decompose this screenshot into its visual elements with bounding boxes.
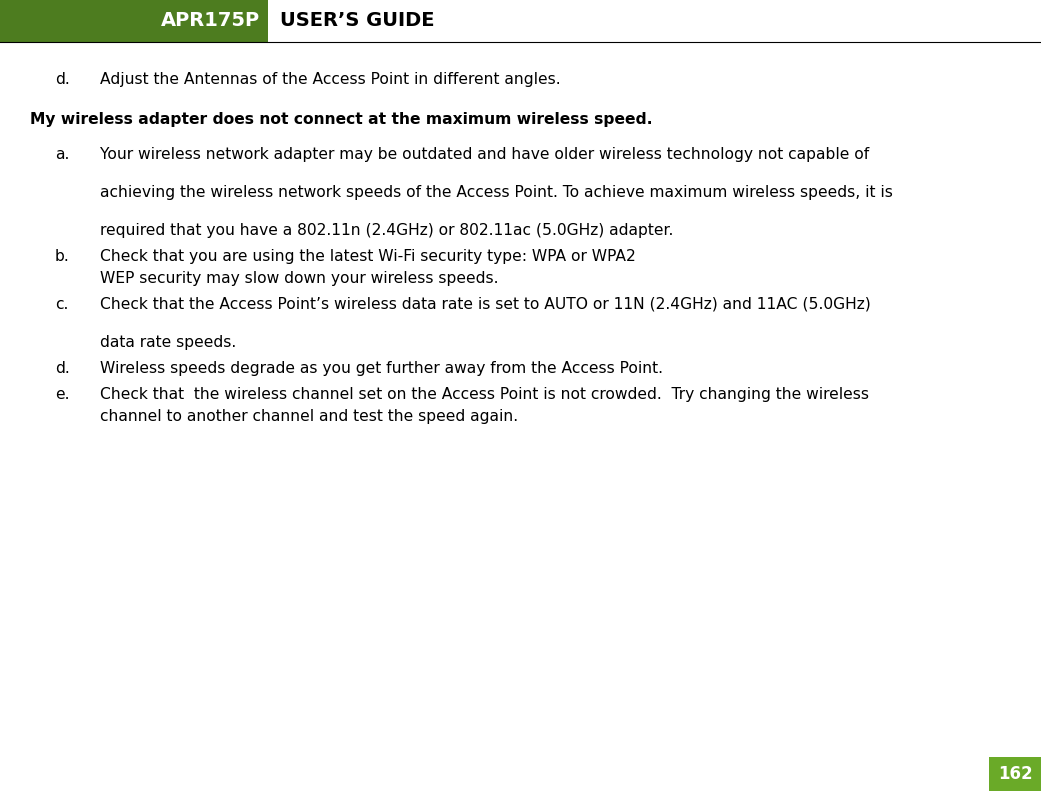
Text: required that you have a 802.11n (2.4GHz) or 802.11ac (5.0GHz) adapter.: required that you have a 802.11n (2.4GHz… xyxy=(100,223,674,238)
Text: e.: e. xyxy=(55,387,70,402)
Text: Wireless speeds degrade as you get further away from the Access Point.: Wireless speeds degrade as you get furth… xyxy=(100,361,663,376)
Text: c.: c. xyxy=(55,297,69,312)
Text: Check that the Access Point’s wireless data rate is set to AUTO or 11N (2.4GHz) : Check that the Access Point’s wireless d… xyxy=(100,297,870,312)
Text: d.: d. xyxy=(55,361,70,376)
Text: d.: d. xyxy=(55,72,70,87)
Text: APR175P: APR175P xyxy=(161,12,260,31)
Text: Adjust the Antennas of the Access Point in different angles.: Adjust the Antennas of the Access Point … xyxy=(100,72,561,87)
Text: WEP security may slow down your wireless speeds.: WEP security may slow down your wireless… xyxy=(100,271,499,286)
Text: channel to another channel and test the speed again.: channel to another channel and test the … xyxy=(100,409,518,424)
Text: a.: a. xyxy=(55,147,70,162)
Text: Your wireless network adapter may be outdated and have older wireless technology: Your wireless network adapter may be out… xyxy=(100,147,869,162)
Text: 162: 162 xyxy=(997,765,1033,783)
Text: My wireless adapter does not connect at the maximum wireless speed.: My wireless adapter does not connect at … xyxy=(30,112,653,127)
Text: achieving the wireless network speeds of the Access Point. To achieve maximum wi: achieving the wireless network speeds of… xyxy=(100,185,893,200)
Bar xyxy=(0,0,268,42)
Text: Check that you are using the latest Wi-Fi security type: WPA or WPA2: Check that you are using the latest Wi-F… xyxy=(100,249,636,264)
Text: b.: b. xyxy=(55,249,70,264)
Text: USER’S GUIDE: USER’S GUIDE xyxy=(280,12,434,31)
Bar xyxy=(989,757,1041,791)
Text: Check that  the wireless channel set on the Access Point is not crowded.  Try ch: Check that the wireless channel set on t… xyxy=(100,387,869,402)
Text: data rate speeds.: data rate speeds. xyxy=(100,335,236,350)
